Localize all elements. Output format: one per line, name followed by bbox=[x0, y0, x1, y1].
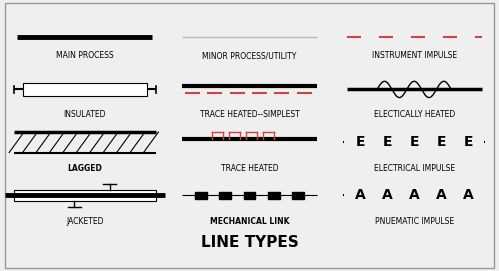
Text: A: A bbox=[409, 188, 420, 202]
Bar bbox=[23, 83, 147, 96]
Text: A: A bbox=[436, 188, 447, 202]
Text: LAGGED: LAGGED bbox=[67, 164, 102, 173]
Text: MINOR PROCESS/UTILITY: MINOR PROCESS/UTILITY bbox=[202, 51, 297, 60]
Text: LINE TYPES: LINE TYPES bbox=[201, 235, 298, 250]
Bar bbox=[14, 190, 156, 201]
Text: A: A bbox=[463, 188, 474, 202]
Text: JACKETED: JACKETED bbox=[66, 217, 104, 226]
Text: INSTRUMENT IMPULSE: INSTRUMENT IMPULSE bbox=[372, 51, 457, 60]
Text: MAIN PROCESS: MAIN PROCESS bbox=[56, 51, 114, 60]
Text: A: A bbox=[382, 188, 393, 202]
Bar bbox=[195, 192, 207, 198]
Text: E: E bbox=[355, 135, 365, 149]
Text: E: E bbox=[463, 135, 473, 149]
Text: A: A bbox=[355, 188, 366, 202]
Bar bbox=[292, 192, 304, 198]
Bar bbox=[268, 192, 280, 198]
Bar bbox=[219, 192, 231, 198]
Text: TRACE HEATED--SIMPLEST: TRACE HEATED--SIMPLEST bbox=[200, 110, 299, 119]
Bar bbox=[244, 192, 255, 198]
Text: E: E bbox=[409, 135, 419, 149]
Text: ELECTICALLY HEATED: ELECTICALLY HEATED bbox=[374, 110, 455, 119]
Text: ELECTRICAL IMPULSE: ELECTRICAL IMPULSE bbox=[374, 164, 455, 173]
Text: PNUEMATIC IMPULSE: PNUEMATIC IMPULSE bbox=[375, 217, 454, 226]
Text: E: E bbox=[382, 135, 392, 149]
Text: E: E bbox=[436, 135, 446, 149]
Text: INSULATED: INSULATED bbox=[63, 110, 106, 119]
Text: TRACE HEATED: TRACE HEATED bbox=[221, 164, 278, 173]
Text: MECHANICAL LINK: MECHANICAL LINK bbox=[210, 217, 289, 226]
